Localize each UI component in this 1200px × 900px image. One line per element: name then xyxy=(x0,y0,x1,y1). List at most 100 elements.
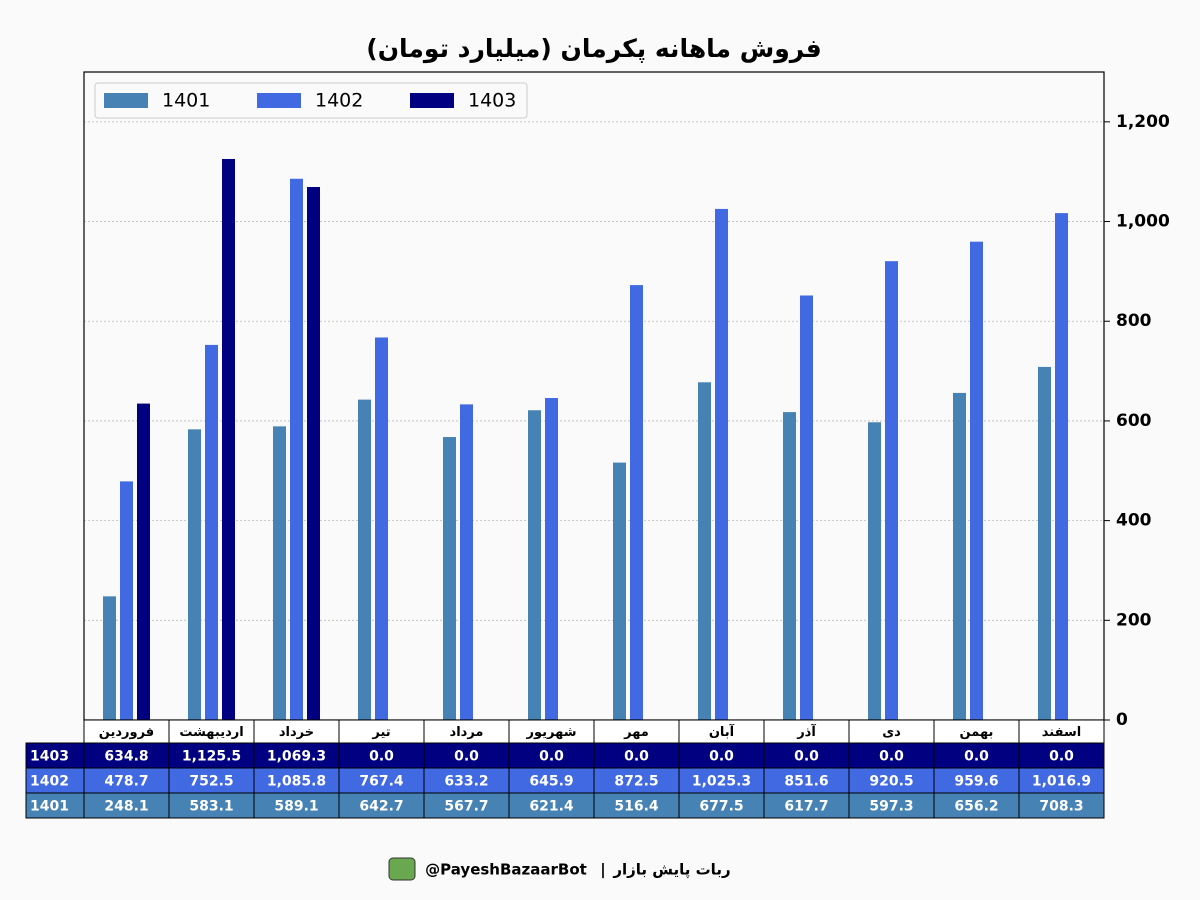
table-row-head xyxy=(25,742,85,769)
chart-title: فروش ماهانه پکرمان (میلیارد تومان) xyxy=(366,34,821,64)
table-header-label: اسفند xyxy=(1042,725,1081,740)
table-value: 959.6 xyxy=(954,774,998,790)
table-cell xyxy=(593,792,680,819)
bar xyxy=(460,404,473,720)
table-cell xyxy=(423,742,510,769)
table-row-head xyxy=(25,767,85,794)
table-header-label: دی xyxy=(882,725,901,740)
bar xyxy=(970,241,983,720)
table-header-label: بهمن xyxy=(960,725,994,740)
table-row-label: 1401 xyxy=(30,799,69,815)
table-header-label: مهر xyxy=(623,725,649,740)
table-header-label: آبان xyxy=(709,723,735,740)
footer-separator: | xyxy=(600,861,605,880)
bar xyxy=(120,481,133,720)
bar xyxy=(307,186,320,721)
table-value: 0.0 xyxy=(539,749,564,765)
table-cell xyxy=(168,742,255,769)
table-cell xyxy=(83,742,170,769)
bar xyxy=(443,437,456,720)
table-cell xyxy=(848,792,935,819)
table-value: 1,025.3 xyxy=(692,774,751,790)
y-tick-label: 0 xyxy=(1116,710,1128,730)
table-value: 634.8 xyxy=(104,749,148,765)
y-tick-label: 800 xyxy=(1116,311,1152,331)
table-header-label: شهریور xyxy=(526,725,577,740)
bar xyxy=(273,426,286,720)
table-cell xyxy=(1018,767,1105,794)
table-value: 656.2 xyxy=(954,799,998,815)
bar xyxy=(698,382,711,720)
table-cell xyxy=(338,792,425,819)
table-cell xyxy=(253,742,340,769)
table-value: 0.0 xyxy=(709,749,734,765)
table-value: 0.0 xyxy=(794,749,819,765)
table-cell xyxy=(678,742,765,769)
legend-swatch xyxy=(104,93,148,108)
table-value: 478.7 xyxy=(104,774,148,790)
bar xyxy=(188,429,201,720)
legend-box xyxy=(94,82,528,119)
table-value: 0.0 xyxy=(964,749,989,765)
legend-swatch xyxy=(257,93,301,108)
table-value: 767.4 xyxy=(359,774,404,790)
table-value: 0.0 xyxy=(1049,749,1074,765)
bar xyxy=(613,462,626,720)
bar xyxy=(528,410,541,720)
bar xyxy=(290,178,303,721)
table-value: 633.2 xyxy=(444,774,488,790)
table-value: 645.9 xyxy=(529,774,573,790)
table-cell xyxy=(933,792,1020,819)
table-value: 597.3 xyxy=(869,799,913,815)
table-value: 248.1 xyxy=(104,799,148,815)
table-cell xyxy=(508,792,595,819)
legend-swatch xyxy=(410,93,454,108)
table-cell xyxy=(423,792,510,819)
table-cell xyxy=(338,742,425,769)
bar xyxy=(545,398,558,720)
table-value: 583.1 xyxy=(189,799,233,815)
bar xyxy=(800,295,813,720)
legend-label: 1401 xyxy=(162,90,210,112)
table-row-label: 1402 xyxy=(30,774,69,790)
bar xyxy=(953,392,966,720)
footer: @PayeshBazaarBot | ربات پایش بازار xyxy=(388,857,731,881)
table-cell xyxy=(933,742,1020,769)
table-header-label: مرداد xyxy=(450,725,484,740)
y-tick-label: 400 xyxy=(1116,511,1152,531)
table-value: 920.5 xyxy=(869,774,913,790)
table-value: 589.1 xyxy=(274,799,318,815)
table-cell xyxy=(423,767,510,794)
bar xyxy=(137,403,150,720)
legend: 1401 1402 1403 xyxy=(94,82,528,119)
bar xyxy=(885,261,898,720)
bar xyxy=(103,596,116,720)
table-value: 1,016.9 xyxy=(1032,774,1091,790)
bar xyxy=(630,285,643,720)
legend-label: 1402 xyxy=(315,90,363,112)
legend-label: 1403 xyxy=(468,90,516,112)
table-value: 567.7 xyxy=(444,799,488,815)
table-value: 0.0 xyxy=(454,749,479,765)
table-cell xyxy=(83,792,170,819)
table-cell xyxy=(253,767,340,794)
bar xyxy=(783,412,796,720)
y-tick-label: 1,000 xyxy=(1116,212,1170,232)
table-value: 1,085.8 xyxy=(267,774,326,790)
table-value: 1,069.3 xyxy=(267,749,326,765)
table-row-head xyxy=(25,792,85,819)
table-value: 851.6 xyxy=(784,774,828,790)
y-tick-label: 600 xyxy=(1116,411,1152,431)
table-value: 872.5 xyxy=(614,774,658,790)
bar xyxy=(1055,213,1068,721)
table-cell xyxy=(763,792,850,819)
table-value: 708.3 xyxy=(1039,799,1083,815)
table-cell xyxy=(933,767,1020,794)
table-header-label: تیر xyxy=(371,725,390,740)
table-cell xyxy=(253,792,340,819)
table-cell xyxy=(168,792,255,819)
bar xyxy=(205,344,218,720)
table-value: 677.5 xyxy=(699,799,743,815)
footer-handle: @PayeshBazaarBot xyxy=(425,861,587,879)
